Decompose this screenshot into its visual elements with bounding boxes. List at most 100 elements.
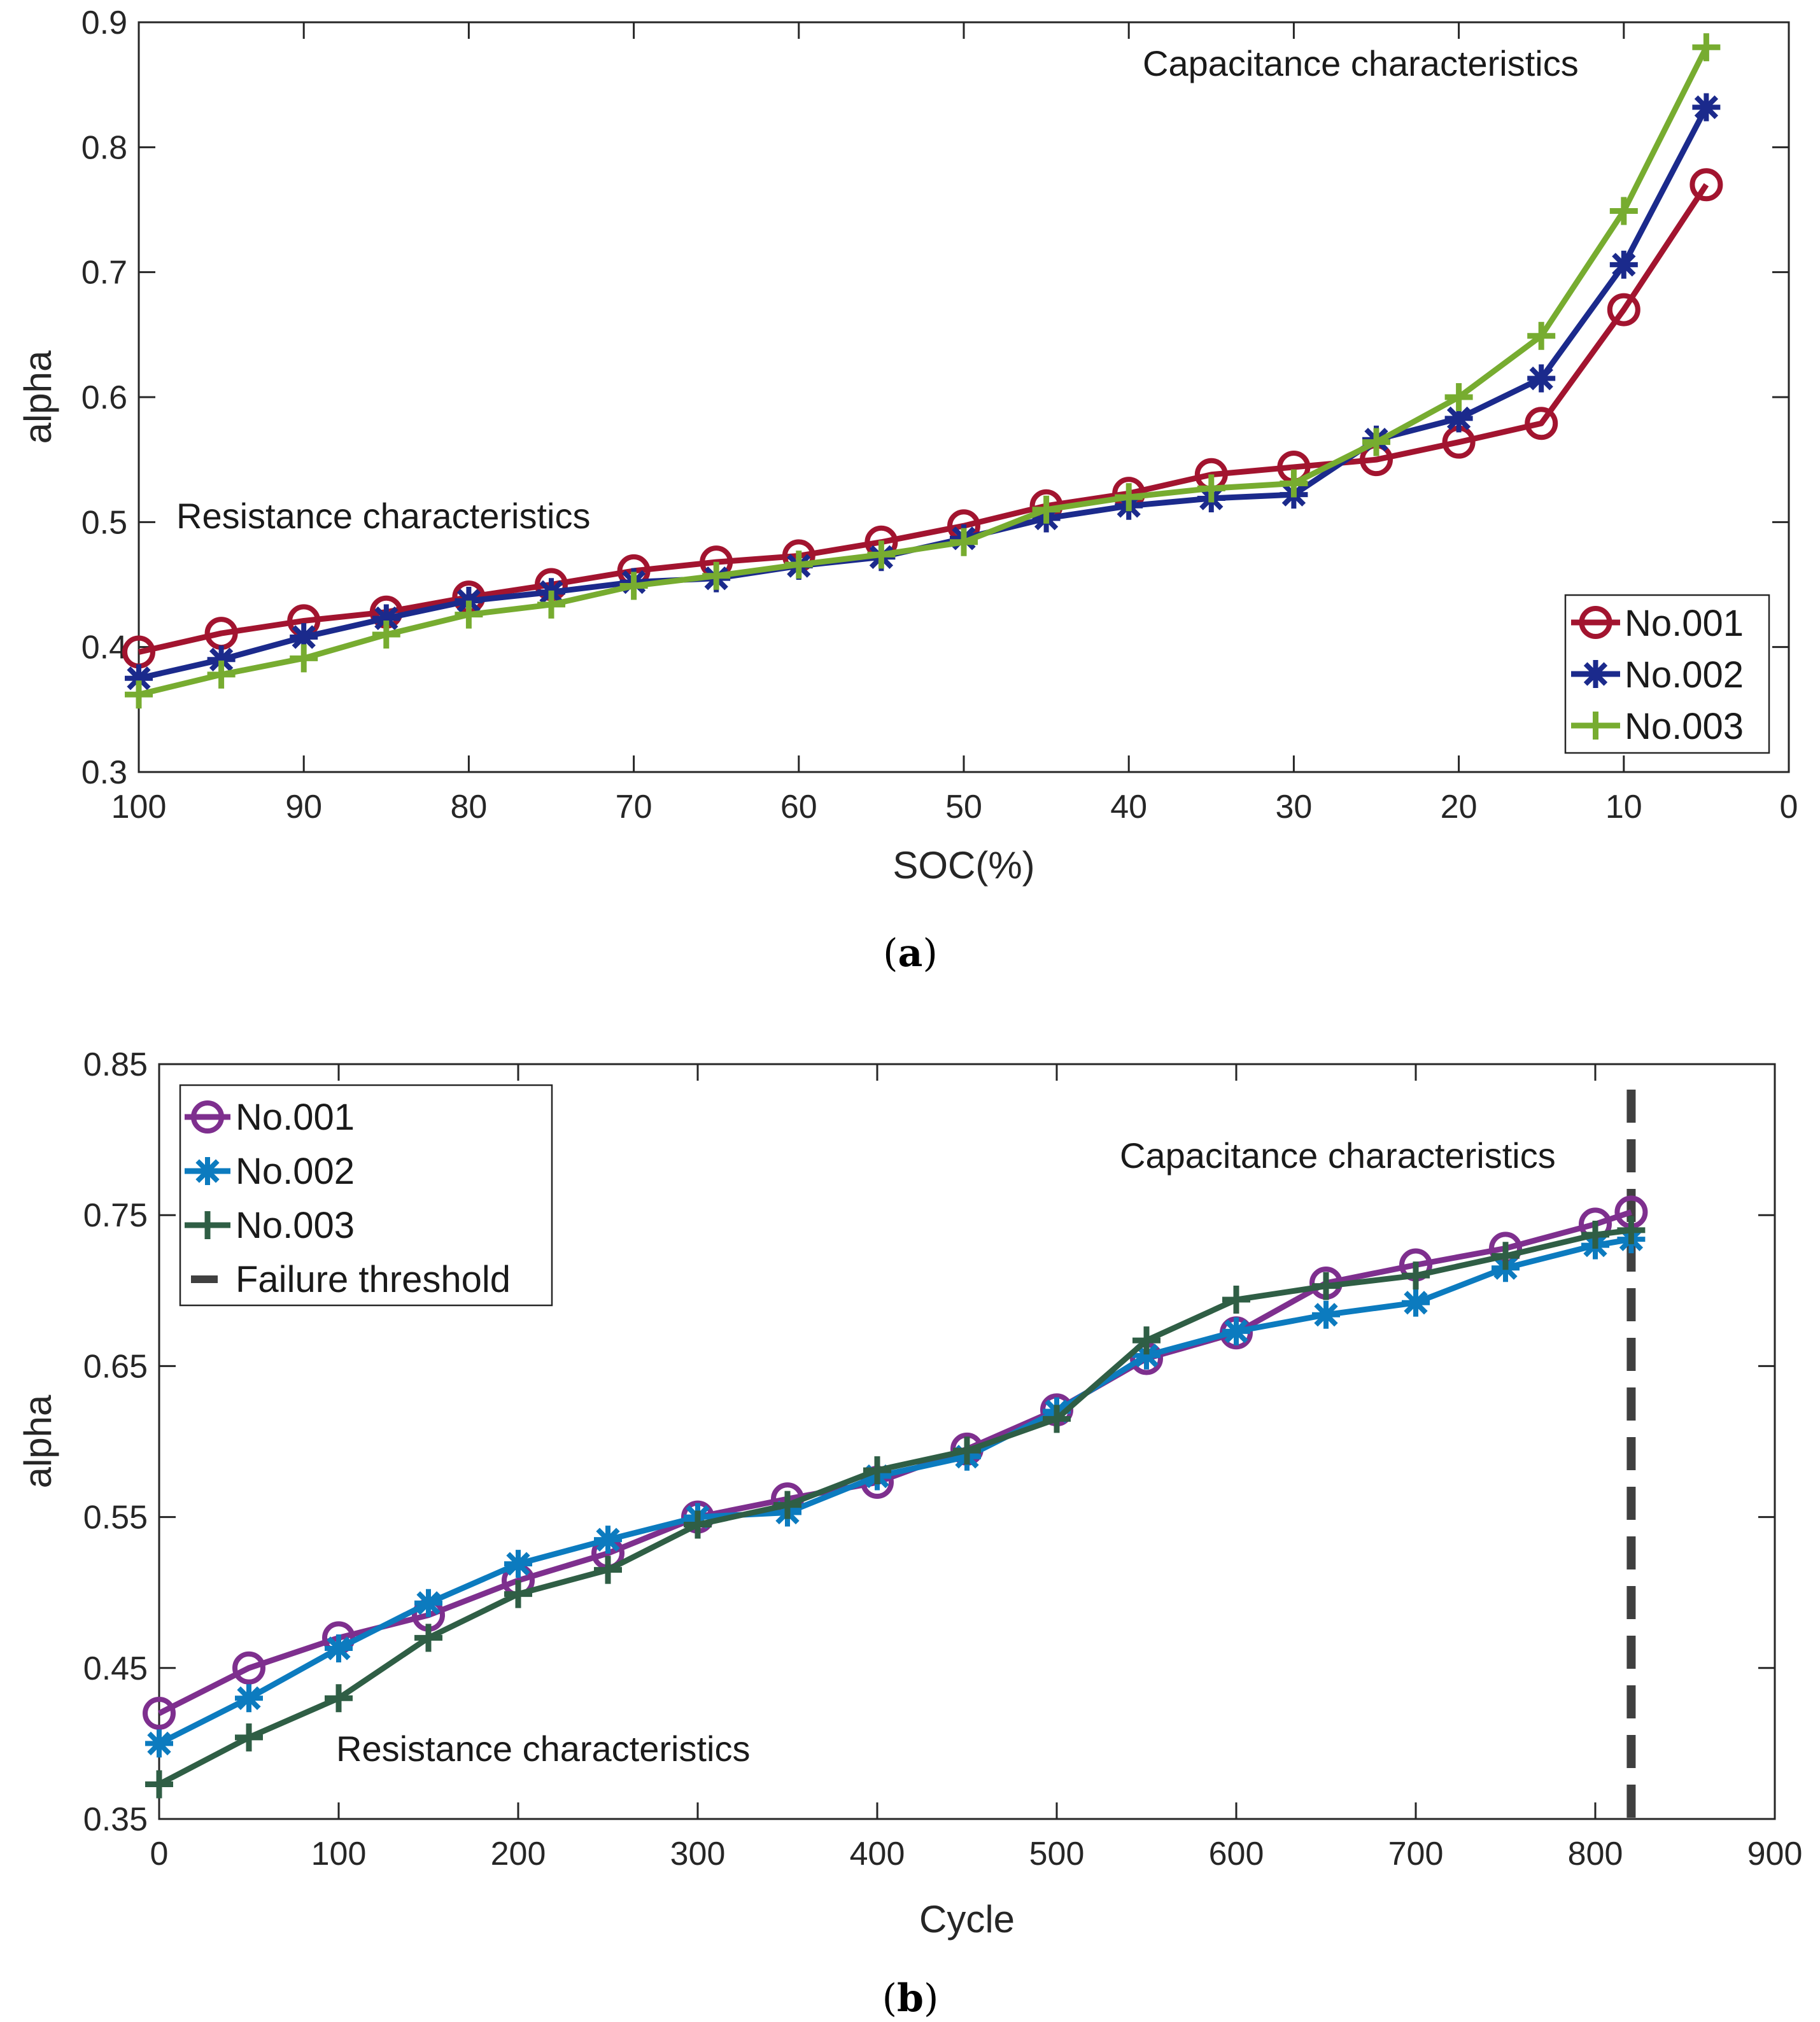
panel-b-y-axis-label: alpha	[17, 1394, 59, 1488]
legend-marker-No.002	[194, 1157, 222, 1185]
x-tick-label-2: 80	[450, 789, 487, 825]
panel-a-legend: No.001 No.002 No.003	[1564, 594, 1770, 754]
y-tick-label-3: 0.65	[83, 1348, 148, 1385]
y-tick-label-0: 0.35	[83, 1801, 148, 1838]
data-point-No.003-8	[863, 1456, 891, 1485]
data-point-No.002-12	[1222, 1317, 1250, 1345]
data-point-No.003-3	[414, 1624, 442, 1652]
data-point-No.003-11	[1132, 1326, 1160, 1355]
panel-b-legend-markers	[185, 1100, 230, 1283]
panel-b-legend-label-3: No.003	[236, 1205, 355, 1246]
panel-a-series	[122, 33, 1723, 709]
data-point-No.003-1	[207, 660, 236, 689]
panel-a-plot-area	[138, 21, 1790, 773]
data-point-No.001-0	[143, 1696, 176, 1730]
data-point-No.003-10	[1043, 1405, 1071, 1433]
data-point-No.003-2	[290, 644, 318, 673]
panel-a-annotation-capacitance: Capacitance characteristics	[1143, 43, 1579, 83]
x-tick-label-4: 60	[780, 789, 817, 825]
panel-b-legend-label-2: No.002	[236, 1151, 355, 1192]
panel-b-legend-box	[179, 1084, 553, 1307]
x-tick-label-3: 70	[616, 789, 653, 825]
data-point-No.002-0	[125, 664, 153, 692]
x-tick-label-6: 40	[1110, 789, 1147, 825]
panel-b-annotation-resistance: Resistance characteristics	[336, 1729, 750, 1769]
data-point-No.003-12	[1115, 483, 1143, 512]
panel-b-chart: 0.35 0.45 0.55 0.65 0.75 0.85 0 100 200 300 400 50…	[17, 1046, 1802, 2021]
data-point-No.003-9	[953, 1436, 981, 1465]
data-point-No.002-17	[1527, 364, 1556, 393]
panel-a-x-axis-label: SOC(%)	[892, 844, 1034, 887]
y-tick-label-1: 0.45	[83, 1650, 148, 1687]
panel-a-legend-markers	[1571, 606, 1620, 740]
x-tick-label-7: 700	[1388, 1836, 1444, 1872]
data-point-No.003-1	[235, 1723, 263, 1752]
data-point-No.003-0	[125, 680, 153, 709]
x-tick-label-7: 30	[1275, 789, 1312, 825]
panel-b-y-ticks: 0.35 0.45 0.55 0.65 0.75 0.85	[83, 1046, 1775, 1838]
y-tick-label-4: 0.75	[83, 1197, 148, 1234]
data-point-No.002-18	[1609, 250, 1638, 279]
data-point-No.003-12	[1222, 1286, 1250, 1314]
data-point-No.001-1	[232, 1651, 265, 1685]
y-tick-label-5: 0.85	[83, 1046, 148, 1083]
data-point-No.003-16	[1444, 383, 1473, 411]
panel-b-x-ticks: 0 100 200 300 400 500 600 700 800 900	[150, 1064, 1802, 1872]
series-No.003	[125, 33, 1721, 709]
legend-marker-No.002	[1581, 660, 1610, 688]
data-point-No.002-11	[1132, 1341, 1160, 1370]
panel-a-legend-label-3: No.003	[1625, 706, 1744, 747]
y-tick-label-3: 0.6	[81, 379, 127, 416]
data-point-No.002-3	[414, 1589, 442, 1617]
panel-b-legend: No.001 No.002 No.003 Failure threshold	[179, 1084, 553, 1307]
data-point-No.001-17	[1525, 407, 1558, 440]
data-point-No.003-6	[619, 572, 648, 600]
series-line-No.003	[157, 1227, 1632, 1787]
data-point-No.002-2	[325, 1634, 353, 1662]
data-point-No.003-14	[1402, 1261, 1430, 1290]
y-tick-label-4: 0.7	[81, 255, 127, 291]
data-point-No.003-4	[455, 600, 483, 629]
x-tick-label-10: 0	[1780, 789, 1798, 825]
data-point-No.003-14	[1280, 469, 1308, 498]
data-point-No.003-6	[684, 1510, 712, 1539]
data-point-No.003-5	[594, 1555, 622, 1584]
panel-a-legend-label-2: No.002	[1625, 654, 1744, 696]
panel-b-caption: (b)	[882, 1976, 939, 2021]
data-point-No.002-0	[145, 1729, 173, 1758]
x-tick-label-2: 200	[491, 1836, 546, 1872]
data-point-No.003-15	[1362, 428, 1390, 456]
data-point-No.003-11	[1032, 495, 1061, 524]
legend-marker-No.003	[1581, 712, 1610, 740]
data-point-No.003-0	[145, 1770, 173, 1799]
y-tick-label-2: 0.5	[81, 504, 127, 541]
panel-a-chart: 0.30.40.50.60.70.80.9 100 90 80 70 60 50 40 30 2…	[17, 4, 1798, 976]
data-point-No.003-10	[950, 528, 978, 556]
data-point-No.002-3	[372, 604, 400, 633]
data-point-No.003-18	[1609, 197, 1638, 225]
series-line-No.003	[138, 46, 1709, 698]
series-No.003	[145, 1216, 1646, 1799]
panel-a-y-ticks: 0.3 0.4 0.5 0.6 0.7 0.8 0.9	[81, 4, 1789, 791]
legend-marker-No.001	[191, 1100, 224, 1134]
panel-b-annotation-capacitance: Capacitance characteristics	[1120, 1135, 1556, 1176]
x-tick-label-4: 400	[850, 1836, 905, 1872]
data-point-No.003-17	[1617, 1216, 1646, 1244]
panel-b-series	[143, 1195, 1648, 1799]
x-tick-label-0: 100	[111, 789, 167, 825]
data-point-No.002-14	[1402, 1288, 1430, 1317]
data-point-No.002-2	[290, 622, 318, 651]
data-point-No.002-4	[504, 1550, 532, 1578]
data-point-No.003-3	[372, 621, 400, 649]
panel-b-x-axis-label: Cycle	[919, 1898, 1015, 1941]
data-point-No.001-18	[1607, 293, 1640, 326]
data-point-No.002-1	[235, 1684, 263, 1713]
data-point-No.003-5	[537, 590, 565, 619]
y-tick-label-1: 0.4	[81, 629, 127, 666]
data-point-No.001-19	[1689, 168, 1723, 202]
legend-marker-No.001	[1579, 606, 1612, 639]
x-tick-label-6: 600	[1209, 1836, 1264, 1872]
data-point-No.002-5	[594, 1526, 622, 1554]
panel-a-x-ticks: 100 90 80 70 60 50 40 30 20 10 0	[111, 22, 1798, 825]
